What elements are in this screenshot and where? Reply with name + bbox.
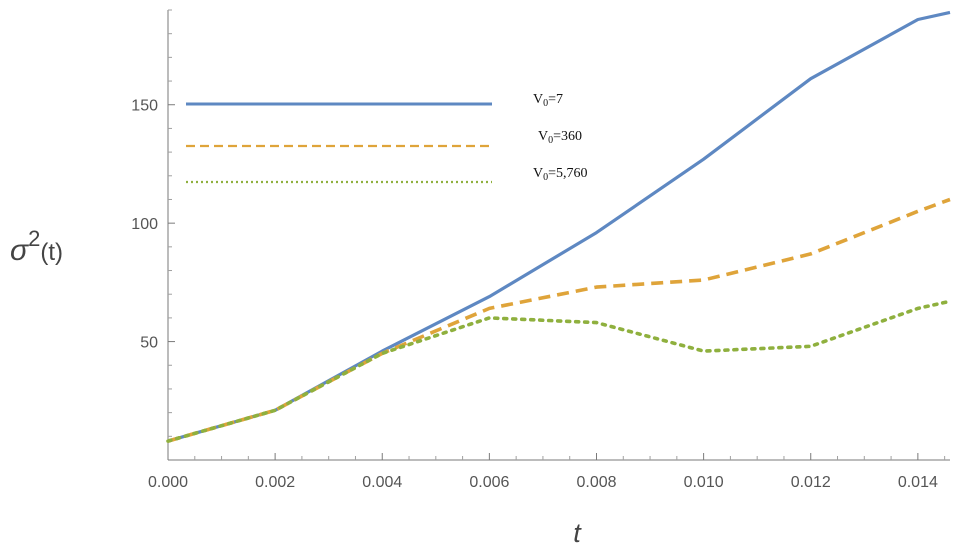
legend-label: V0=5,760 — [533, 166, 588, 183]
axis-titles: t σ2(t) — [10, 226, 582, 548]
x-tick-label: 0.008 — [576, 474, 616, 491]
y-axis-title: σ2(t) — [10, 226, 63, 267]
series-line-dashed — [167, 197, 951, 443]
y-tick-label: 100 — [131, 216, 158, 233]
axes: 0.000 0.002 0.004 0.006 0.008 0.010 0.012 0.014… — [131, 9, 950, 491]
series-line-dotted — [166, 299, 952, 443]
x-tick-label: 0.004 — [362, 474, 402, 491]
x-axis-title: t — [573, 518, 582, 548]
x-tick-label: 0.012 — [791, 474, 831, 491]
y-tick-label: 150 — [131, 98, 158, 115]
x-tick-label: 0.010 — [684, 474, 724, 491]
series-line-solid — [167, 10, 951, 443]
x-tick-label: 0.014 — [898, 474, 938, 491]
legend-label: V0=360 — [538, 129, 582, 146]
y-tick-label: 50 — [140, 335, 158, 352]
legend: V0=7 V0=360 V0=5,760 — [186, 92, 588, 184]
x-tick-label: 0.000 — [148, 474, 188, 491]
series-layer — [166, 10, 952, 443]
legend-label: V0=7 — [533, 92, 563, 109]
x-tick-label: 0.006 — [469, 474, 509, 491]
x-tick-label: 0.002 — [255, 474, 295, 491]
